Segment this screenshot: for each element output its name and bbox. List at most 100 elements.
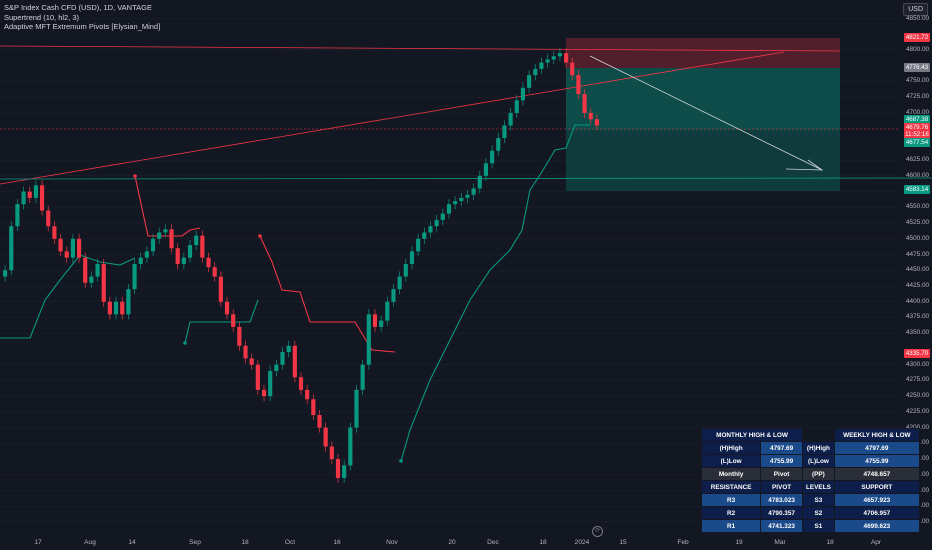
candle-body [132,263,137,290]
candle-body [39,185,45,211]
candle-body [138,257,143,264]
price-tick: 4350.00 [906,329,930,337]
weekly-low-label: (L)Low [802,454,835,468]
price-label: 11:52:16 [904,130,930,139]
position-target-zone [566,68,840,191]
r1-value: 4741.323 [760,519,803,533]
supertrend-flip-dot [133,174,137,178]
candle-body [126,289,131,315]
time-tick: Dec [487,539,499,546]
candle-body [33,185,38,198]
legend-indicator-pivots[interactable]: Adaptive MFT Extremum Pivots [Elysian_Mi… [4,22,161,31]
candle-body [21,191,26,205]
monthly-low-value: 4755.99 [760,454,803,468]
s1-value: 4699.623 [833,519,920,533]
price-tick: 4600.00 [906,171,930,179]
candle-body [3,270,8,277]
chart-legend: S&P Index Cash CFD (USD), 1D, VANTAGE Su… [4,3,160,32]
candle-body [428,226,433,233]
r2-value: 4790.357 [760,506,803,520]
supertrend-up-line-2 [184,299,259,344]
supertrend-flip-dot [399,459,403,463]
candle-body [52,226,57,239]
candle-body [483,163,489,176]
candle-body [274,364,279,371]
supertrend-flip-dot [258,234,262,238]
time-tick: 20 [448,539,456,546]
price-tick: 4425.00 [906,282,930,289]
time-tick: 2024 [574,539,590,546]
candle-body [434,219,439,227]
candle-body [446,204,452,214]
position-active-zone [566,68,840,130]
price-tick: 4700.00 [906,108,930,116]
time-tick: Mar [774,539,786,546]
candle-body [120,301,125,315]
candle-body [243,345,248,359]
candle-body [268,370,273,397]
r3-label: R3 [700,493,762,507]
price-label: 4776.43 [904,63,930,72]
candle-body [459,197,464,202]
candle-body [335,459,341,478]
levels-header: LEVELS [802,480,835,494]
time-tick: 17 [34,539,42,546]
candle-body [397,276,402,290]
candle-body [409,251,415,264]
candle-body [194,235,199,246]
price-tick: 4300.00 [906,360,930,368]
support-horizontal-line [0,177,932,180]
monthly-title: MONTHLY HIGH & LOW [701,428,803,442]
candles-group [3,48,599,483]
candle-body [520,87,526,101]
supertrend-up-line [0,254,136,339]
candle-body [261,389,267,397]
candle-body [379,320,384,327]
price-label: 4679.76 [904,123,930,132]
price-tick: 4450.00 [906,266,930,274]
candle-body [545,59,550,63]
price-tick: 4525.00 [906,219,930,227]
price-tick: 4375.00 [906,313,930,321]
candle-body [237,326,242,346]
candle-body [385,301,390,321]
time-tick: 18 [241,539,249,546]
price-tick: 4850.00 [906,14,930,22]
candle-body [317,415,322,428]
candle-body [58,238,63,252]
candle-body [416,238,421,252]
r1-label: R1 [700,519,762,533]
candle-body [477,175,482,189]
pp-tag: (PP) [802,467,835,481]
candle-body [181,257,186,264]
price-label: 4687.38 [904,115,930,124]
time-tick: 19 [735,539,743,546]
candle-body [255,364,260,390]
candle-body [360,364,365,390]
currency-button[interactable]: USD [903,3,928,16]
legend-indicator-supertrend[interactable]: Supertrend (10, hl2, 3) [4,12,80,22]
supertrend-down-line [134,175,201,237]
pivot-table: MONTHLY HIGH & LOW WEEKLY HIGH & LOW (H)… [700,428,920,533]
pivot-header: PIVOT [760,480,803,494]
candle-body [286,345,291,353]
candle-body [564,53,569,63]
candle-body [46,210,51,227]
time-tick: Oct [284,539,296,546]
candle-body [527,75,532,88]
candle-body [206,257,211,268]
pp-label: Monthly [700,467,762,481]
candle-body [403,263,408,277]
candle-body [440,213,445,220]
candle-body [113,301,119,315]
candle-body [391,289,396,302]
candle-body [323,427,328,447]
supertrend-down-line-2 [259,235,396,353]
time-tick: 15 [619,539,627,546]
s2-label: S2 [802,506,835,520]
go-to-realtime-icon[interactable]: ⟳ [592,526,603,537]
price-tick: 4750.00 [906,77,930,85]
time-tick: 18 [539,539,547,546]
candle-body [342,465,347,478]
legend-symbol[interactable]: S&P Index Cash CFD (USD), 1D, VANTAGE [4,3,152,12]
